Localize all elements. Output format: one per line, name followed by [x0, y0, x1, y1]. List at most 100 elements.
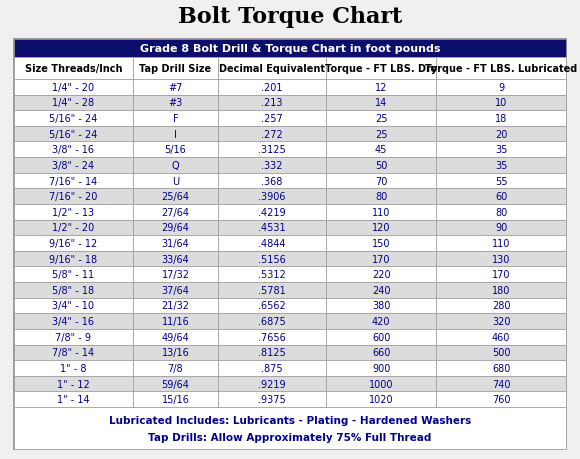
Bar	[436, 298, 566, 313]
Text: 45: 45	[375, 145, 387, 155]
Bar	[218, 313, 326, 329]
Bar	[436, 189, 566, 205]
Bar	[14, 158, 133, 174]
Text: 240: 240	[372, 285, 390, 295]
Text: 11/16: 11/16	[162, 316, 189, 326]
Bar	[218, 189, 326, 205]
Text: Q: Q	[172, 161, 179, 171]
Text: 680: 680	[492, 363, 510, 373]
Bar	[436, 360, 566, 376]
Bar	[218, 282, 326, 298]
Bar	[218, 111, 326, 127]
Text: 9: 9	[498, 83, 504, 93]
Bar	[218, 205, 326, 220]
Bar	[326, 267, 436, 282]
Bar	[133, 174, 218, 189]
Bar	[133, 282, 218, 298]
Text: 760: 760	[492, 394, 510, 404]
Text: 7/16" - 20: 7/16" - 20	[49, 192, 97, 202]
Bar	[326, 298, 436, 313]
Text: Lubricated Includes: Lubricants - Plating - Hardened Washers: Lubricated Includes: Lubricants - Platin…	[109, 415, 471, 425]
Text: 500: 500	[492, 347, 510, 358]
Text: 1" - 12: 1" - 12	[57, 379, 90, 389]
Bar	[436, 313, 566, 329]
Bar	[14, 267, 133, 282]
Bar	[133, 80, 218, 95]
Bar	[133, 251, 218, 267]
Bar	[218, 360, 326, 376]
Bar	[133, 127, 218, 142]
Bar	[218, 251, 326, 267]
Text: .5781: .5781	[258, 285, 286, 295]
Bar	[218, 127, 326, 142]
Bar	[218, 80, 326, 95]
Text: 320: 320	[492, 316, 510, 326]
Bar	[326, 127, 436, 142]
Text: 120: 120	[372, 223, 390, 233]
Bar	[326, 282, 436, 298]
Text: #7: #7	[168, 83, 183, 93]
Bar	[218, 158, 326, 174]
Bar	[133, 392, 218, 407]
Text: 1/4" - 28: 1/4" - 28	[52, 98, 95, 108]
Text: 380: 380	[372, 301, 390, 311]
Text: .5312: .5312	[258, 269, 286, 280]
Text: 35: 35	[495, 145, 508, 155]
Bar	[14, 40, 566, 58]
Bar	[14, 251, 133, 267]
Text: .3906: .3906	[258, 192, 286, 202]
Bar	[436, 392, 566, 407]
Text: .8125: .8125	[258, 347, 286, 358]
Bar	[218, 329, 326, 345]
Text: .875: .875	[261, 363, 283, 373]
Bar	[218, 142, 326, 158]
Text: Torque - FT LBS. Lubricated: Torque - FT LBS. Lubricated	[425, 64, 577, 74]
Bar	[436, 345, 566, 360]
Bar	[326, 251, 436, 267]
Text: 1/2" - 13: 1/2" - 13	[52, 207, 95, 217]
Bar	[14, 235, 133, 251]
Bar	[218, 392, 326, 407]
Bar	[218, 58, 326, 80]
Text: .368: .368	[262, 176, 282, 186]
Bar	[326, 142, 436, 158]
Text: 180: 180	[492, 285, 510, 295]
Text: U: U	[172, 176, 179, 186]
Text: .5156: .5156	[258, 254, 286, 264]
Bar	[436, 376, 566, 392]
Text: 1000: 1000	[369, 379, 393, 389]
Text: 14: 14	[375, 98, 387, 108]
Bar	[133, 267, 218, 282]
Bar	[436, 111, 566, 127]
Text: 21/32: 21/32	[161, 301, 190, 311]
Bar	[326, 220, 436, 235]
Text: 90: 90	[495, 223, 508, 233]
Bar	[133, 313, 218, 329]
Text: 60: 60	[495, 192, 508, 202]
Text: .4531: .4531	[258, 223, 286, 233]
Bar	[326, 392, 436, 407]
Bar	[133, 142, 218, 158]
Text: 3/4" - 10: 3/4" - 10	[52, 301, 95, 311]
Bar	[218, 95, 326, 111]
Bar	[326, 111, 436, 127]
Bar	[218, 174, 326, 189]
Bar	[436, 80, 566, 95]
Text: 1" - 14: 1" - 14	[57, 394, 90, 404]
Text: 5/16" - 24: 5/16" - 24	[49, 114, 97, 124]
Text: 1/4" - 20: 1/4" - 20	[52, 83, 95, 93]
Text: 31/64: 31/64	[162, 239, 189, 248]
Text: 1" - 8: 1" - 8	[60, 363, 86, 373]
Text: Grade 8 Bolt Drill & Torque Chart in foot pounds: Grade 8 Bolt Drill & Torque Chart in foo…	[140, 44, 440, 54]
Bar	[436, 95, 566, 111]
Bar	[14, 392, 133, 407]
Bar	[133, 58, 218, 80]
Text: 5/16: 5/16	[165, 145, 186, 155]
Text: Tap Drill Size: Tap Drill Size	[139, 64, 212, 74]
Text: 150: 150	[372, 239, 390, 248]
Bar	[436, 251, 566, 267]
Text: 110: 110	[372, 207, 390, 217]
Text: Bolt Torque Chart: Bolt Torque Chart	[178, 6, 402, 28]
Text: 35: 35	[495, 161, 508, 171]
Text: 7/16" - 14: 7/16" - 14	[49, 176, 97, 186]
